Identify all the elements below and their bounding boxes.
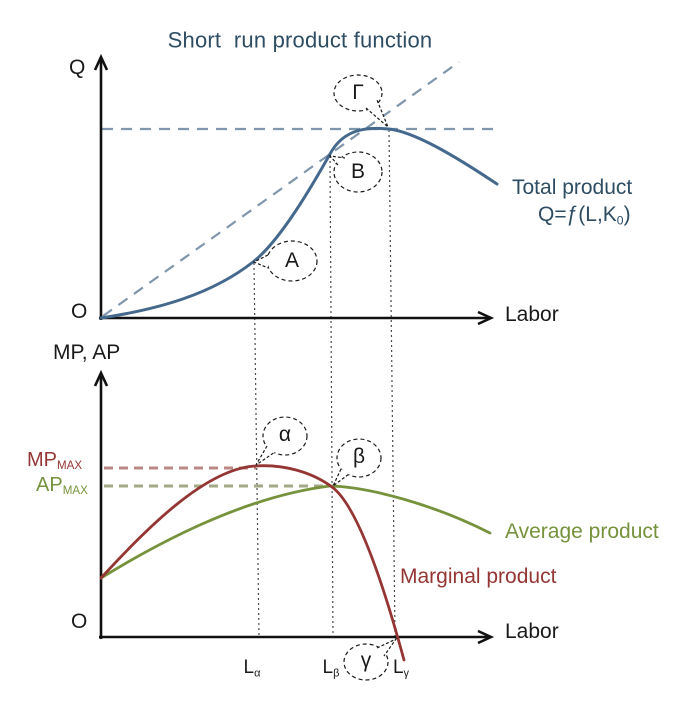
ap-max-subscript: MAX (62, 484, 88, 498)
callout-alpha (255, 416, 308, 466)
callout-b-tail (328, 155, 346, 166)
formula-prefix: Q=ƒ(L,K (538, 203, 617, 226)
callout-alpha-tail (255, 445, 276, 466)
bottom-x-axis-label: Labor (505, 620, 559, 643)
mp-max-subscript: MAX (57, 459, 83, 473)
callout-gamma-top (333, 74, 389, 128)
mp-max-main: MP (27, 449, 57, 471)
callout-b-label: B (350, 159, 366, 183)
marginal-product-label: Marginal product (400, 565, 557, 588)
mp-max-label: MPMAX (27, 450, 82, 472)
top-x-axis-label: Labor (505, 303, 559, 326)
bottom-y-axis-arrow (93, 369, 109, 387)
top-x-axis-arrow (477, 310, 495, 326)
callout-alpha-label: α (278, 422, 292, 446)
callout-a (252, 240, 318, 282)
ap-max-main: AP (36, 474, 63, 496)
top-origin-label: O (71, 300, 88, 323)
callout-beta-tail (332, 468, 350, 487)
callout-beta-bubble (336, 438, 382, 478)
callout-gamma-bottom-tail (376, 637, 398, 657)
tick-l-beta: Lβ (323, 658, 340, 680)
total-product-label: Total product (512, 176, 633, 199)
connector-dotted-line-alpha (253, 262, 260, 637)
marginal-product-curve (99, 464, 406, 662)
tick-l-alpha-main: L (243, 657, 255, 679)
top-y-axis-label: Q (69, 56, 86, 79)
callout-beta-label: β (352, 444, 366, 468)
tick-l-beta-main: L (322, 657, 334, 679)
callout-b (328, 151, 383, 193)
average-product-label: Average product (505, 520, 659, 543)
tick-l-alpha-sub: α (254, 667, 261, 680)
connector-dotted-line-gamma (388, 129, 396, 637)
tick-l-gamma-sub: γ (403, 667, 410, 680)
top-y-axis-arrow (93, 53, 109, 71)
callout-alpha-bubble (262, 416, 308, 456)
ap-max-label: APMAX (36, 475, 88, 497)
bottom-x-axis-arrow (477, 629, 495, 645)
tick-l-gamma-main: L (392, 657, 404, 679)
tick-l-beta-sub: β (333, 667, 340, 680)
callout-b-bubble (333, 151, 383, 193)
callout-a-tail (252, 254, 269, 269)
callout-gamma-top-bubble (333, 74, 383, 112)
bottom-origin-label: O (71, 610, 88, 633)
callout-beta (332, 438, 382, 487)
callout-gamma-bottom (343, 637, 398, 681)
connector-dotted-line-beta (329, 155, 334, 637)
tick-l-gamma: Lγ (393, 658, 409, 680)
origin-ray-dashed-line (102, 61, 460, 317)
bottom-y-axis-label: MP, AP (53, 341, 121, 364)
formula-suffix: ) (623, 203, 631, 226)
tick-l-alpha: Lα (244, 658, 261, 680)
callout-gamma-bottom-bubble (343, 643, 389, 681)
chart-title: Short run product function (167, 27, 433, 53)
callout-gamma-bottom-label: γ (360, 648, 372, 672)
callout-gamma-top-tail (365, 99, 389, 128)
total-product-curve (99, 126, 499, 320)
total-product-formula: Q=ƒ(L,K0) (538, 203, 631, 228)
formula-subscript: 0 (616, 213, 624, 228)
callout-a-label: A (284, 248, 300, 272)
callout-gamma-top-label: Γ (352, 80, 364, 104)
